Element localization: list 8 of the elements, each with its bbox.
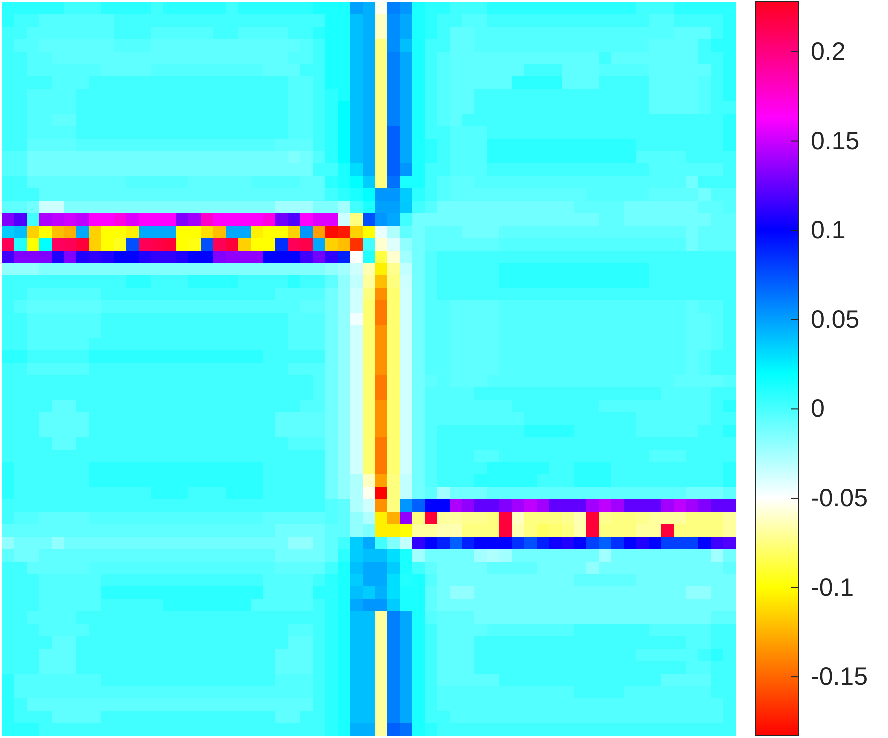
- color-bar-label: 0.05: [811, 306, 860, 334]
- color-bar-label: 0.2: [811, 38, 846, 66]
- color-bar-label: 0: [811, 395, 825, 424]
- color-bar-label: -0.05: [811, 484, 868, 512]
- color-bar-label: 0.1: [811, 216, 846, 245]
- color-bar-label: -0.1: [811, 574, 854, 602]
- color-bar-label: 0.15: [811, 127, 860, 156]
- color-bar-label: -0.15: [811, 663, 868, 692]
